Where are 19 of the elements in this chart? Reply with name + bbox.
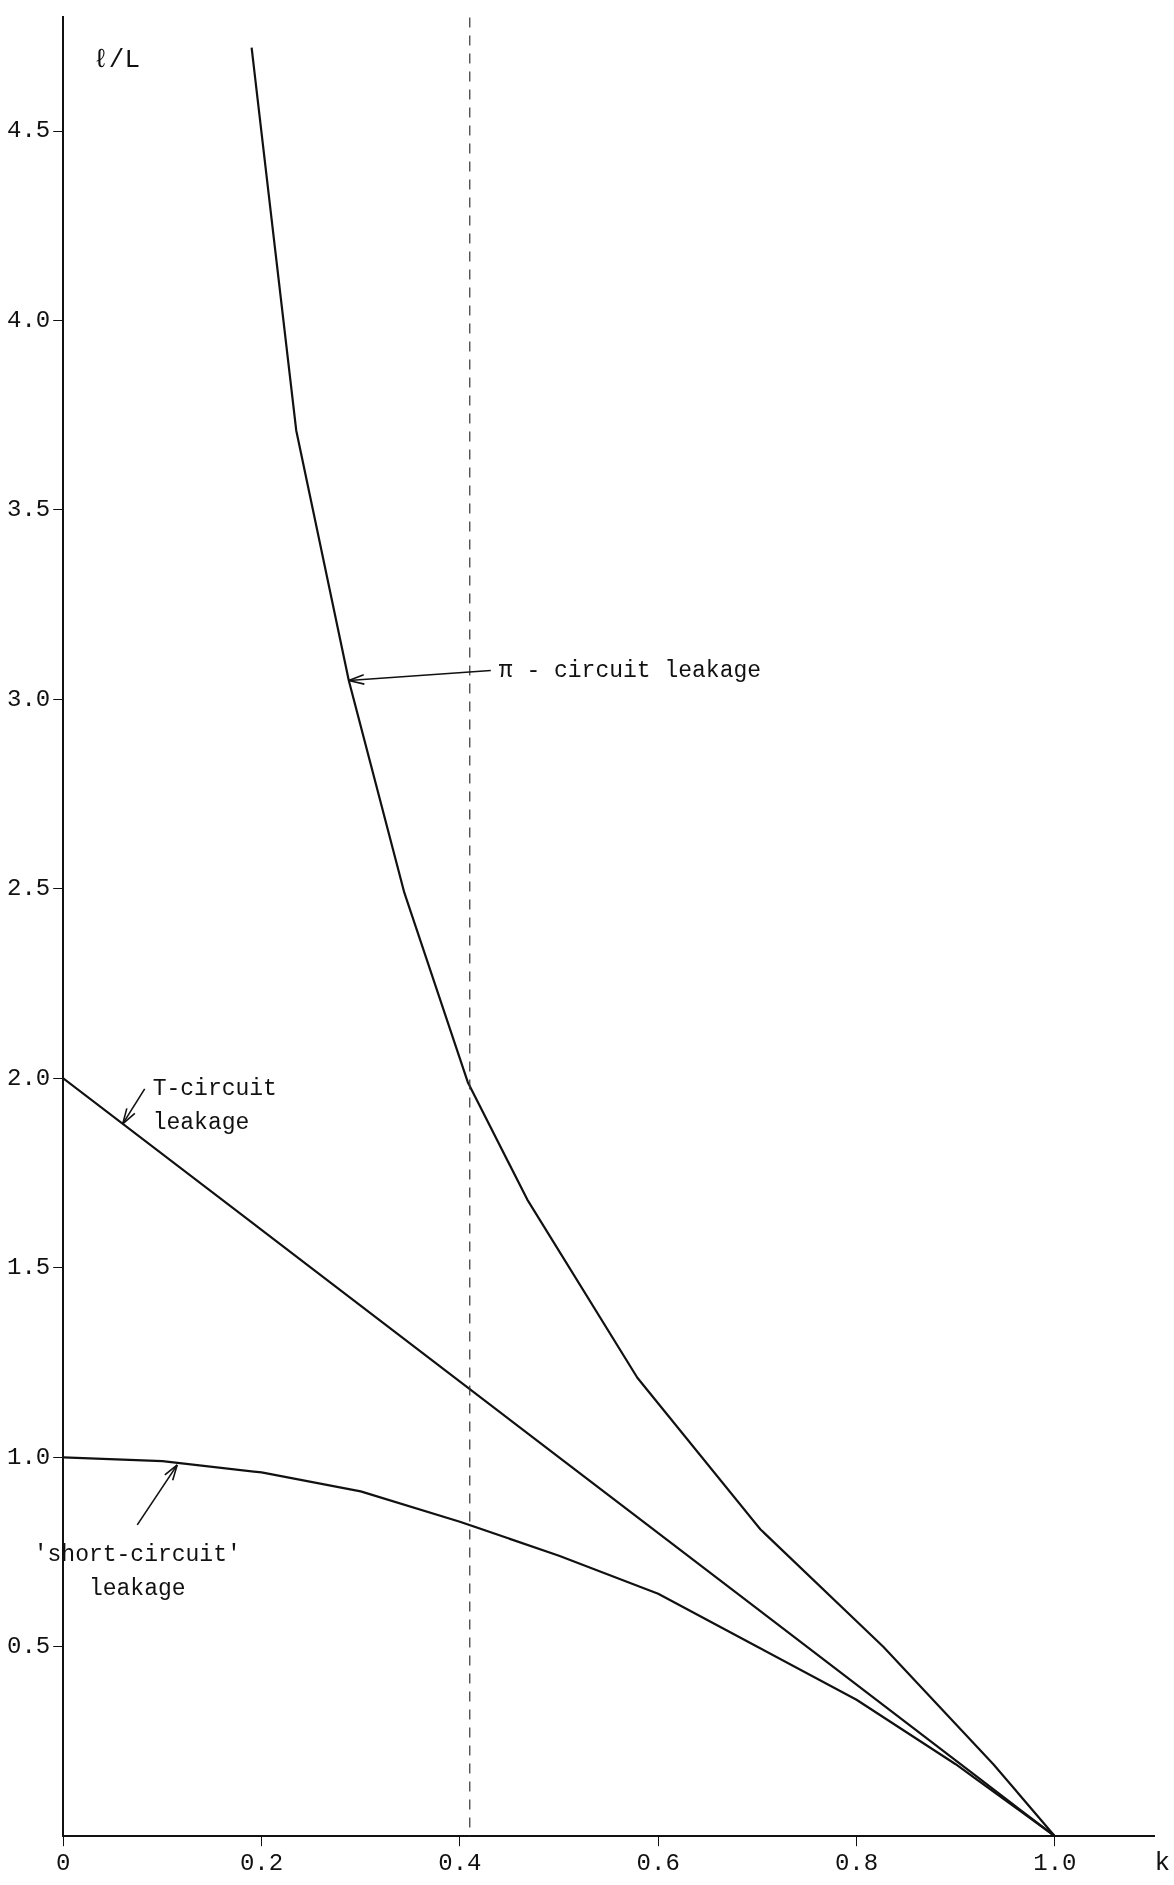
y-axis-title: ℓ/L xyxy=(93,45,141,76)
y-tick-label: 2.5 xyxy=(6,875,51,903)
annotation: π - circuit leakage xyxy=(498,657,762,684)
y-tick-label: 3.0 xyxy=(6,685,51,713)
y-tick-label: 3.5 xyxy=(6,496,51,524)
y-tick-label: 0.5 xyxy=(6,1633,51,1661)
x-axis-title: k xyxy=(1154,1848,1170,1879)
y-tick-label: 1.0 xyxy=(6,1443,51,1471)
y-tick-label: 4.0 xyxy=(6,306,51,334)
x-tick-label: 0.6 xyxy=(636,1849,680,1877)
x-tick-label: 0 xyxy=(56,1849,71,1877)
y-tick-label: 2.0 xyxy=(6,1064,51,1092)
x-tick-label: 0.2 xyxy=(239,1849,284,1877)
y-tick-label: 4.5 xyxy=(6,117,51,145)
y-tick-label: 1.5 xyxy=(6,1254,51,1282)
x-tick-label: 0.4 xyxy=(438,1849,482,1877)
x-tick-label: 1.0 xyxy=(1033,1849,1077,1877)
annotation: T-circuit leakage xyxy=(152,1075,277,1136)
x-tick-label: 0.8 xyxy=(834,1849,879,1877)
